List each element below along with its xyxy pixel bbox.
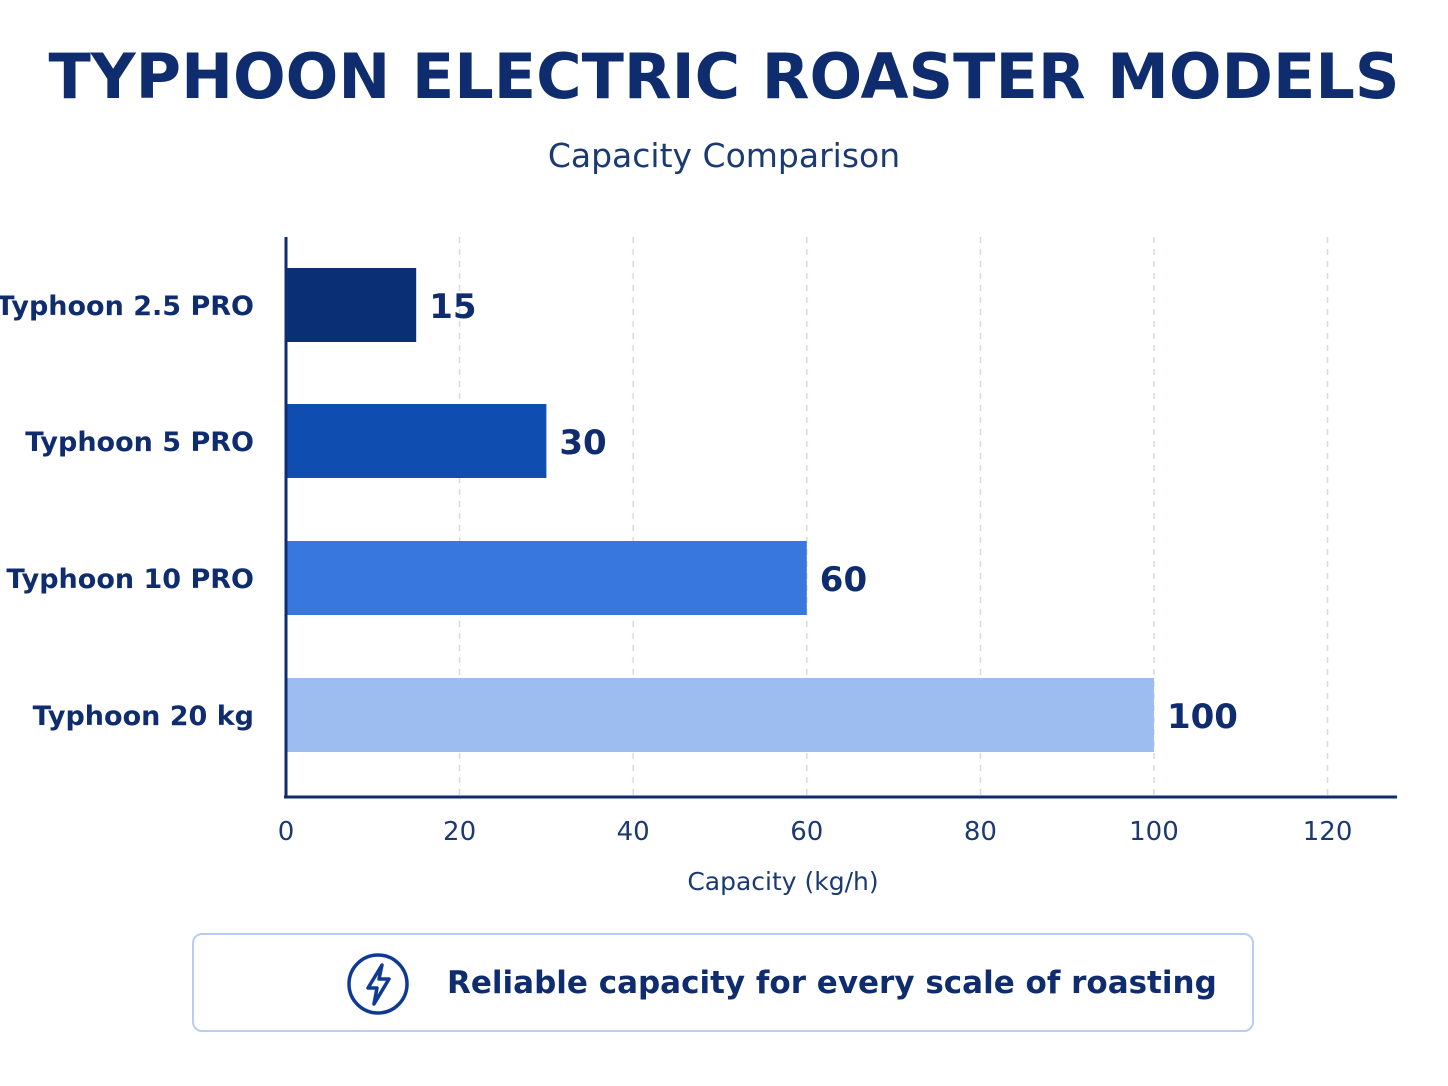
callout-box: Reliable capacity for every scale of roa… — [192, 933, 1254, 1032]
bars — [286, 268, 1154, 752]
x-tick-label: 120 — [1303, 817, 1353, 847]
axes — [284, 237, 1397, 799]
bar-chart: 0 20 40 60 80 100 120 Typhoon 2.5 PRO 15 Typhoon … — [0, 237, 1397, 896]
data-label: 30 — [559, 423, 606, 463]
category-label: Typhoon 2.5 PRO — [0, 291, 254, 322]
labels: 0 20 40 60 80 100 120 Typhoon 2.5 PRO 15 Typhoon … — [0, 287, 1352, 847]
chart-subtitle: Capacity Comparison — [547, 136, 901, 175]
category-label: Typhoon 5 PRO — [25, 427, 254, 458]
x-tick-label: 40 — [617, 817, 650, 847]
bar — [286, 678, 1154, 752]
x-tick-label: 100 — [1129, 817, 1179, 847]
bar — [286, 404, 547, 478]
category-label: Typhoon 20 kg — [33, 701, 254, 732]
grid-lines — [458, 237, 1329, 797]
x-tick-label: 0 — [278, 817, 295, 847]
category-label: Typhoon 10 PRO — [6, 564, 254, 595]
chart-title: TYPHOON ELECTRIC ROASTER MODELS — [48, 40, 1400, 113]
data-label: 15 — [429, 287, 476, 327]
x-tick-label: 60 — [790, 817, 823, 847]
callout-text: Reliable capacity for every scale of roa… — [447, 965, 1217, 1001]
x-tick-label: 80 — [964, 817, 997, 847]
data-label: 100 — [1167, 697, 1238, 737]
bar — [286, 541, 807, 615]
bar — [286, 268, 417, 342]
data-label: 60 — [820, 560, 867, 600]
x-axis-label: Capacity (kg/h) — [687, 867, 878, 896]
x-tick-label: 20 — [443, 817, 476, 847]
lightning-bolt-icon — [347, 953, 409, 1015]
